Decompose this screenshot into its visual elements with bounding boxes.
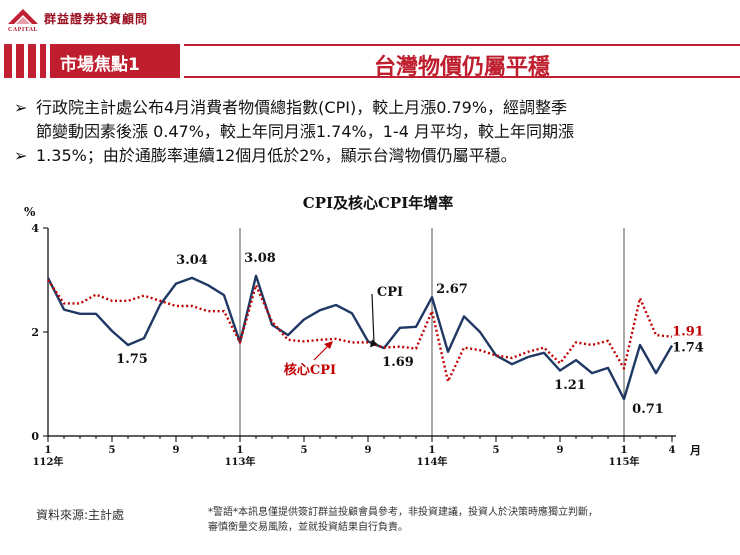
capital-logo-icon — [8, 9, 38, 24]
data-label: 3.04 — [176, 253, 208, 268]
section-tag — [50, 44, 180, 78]
x-tick-label: 5 — [109, 445, 116, 456]
brand-logo: CAPITAL 群益證券投資顧問 — [6, 6, 156, 36]
year-label: 113年 — [225, 455, 256, 468]
cpi-chart: CPI及核心CPI年增率 % 月 0 2 4 1 5 9 1 5 9 1 5 9 1 4 112年 113年 1… — [24, 194, 704, 468]
x-tick-label: 9 — [365, 445, 372, 456]
disclaimer-line: *警語*本訊息僅提供簽訂群益投顧會員參考，非投資建議，投資人於決策時應獨立判斷， — [208, 507, 598, 518]
brand-name: 群益證券投資顧問 — [44, 12, 149, 26]
x-axis-label: 月 — [689, 444, 701, 457]
x-tick-label: 1 — [237, 445, 244, 456]
disclaimer: *警語*本訊息僅提供簽訂群益投顧會員參考，非投資建議，投資人於決策時應獨立判斷，… — [208, 505, 598, 535]
x-tick-label: 4 — [669, 445, 676, 456]
data-label: 3.08 — [244, 251, 276, 266]
bullet-arrow-icon: ➢ — [14, 146, 28, 165]
legend-label-cpi: CPI — [377, 285, 403, 300]
header-bar: 市場焦點1 台灣物價仍屬平穩 — [0, 44, 740, 80]
data-label: 1.91 — [672, 325, 704, 340]
cpi-line — [46, 274, 674, 401]
year-label: 112年 — [33, 455, 64, 468]
year-label: 114年 — [417, 455, 448, 468]
bullet-text: 行政院主計處公布4月消費者物價總指數(CPI)，較上月漲0.79%，經調整季 — [36, 98, 568, 117]
brand-caption: CAPITAL — [8, 27, 39, 33]
y-tick-label: 0 — [31, 430, 39, 443]
header-stripe — [16, 44, 24, 78]
data-source: 資料來源:主計處 — [36, 508, 125, 522]
chart-marks — [46, 274, 674, 401]
data-label: 2.67 — [436, 282, 468, 297]
x-tick-label: 5 — [301, 445, 308, 456]
x-tick-label: 5 — [493, 445, 500, 456]
legend-arrow-cpi — [371, 293, 375, 344]
header-stripe — [4, 44, 12, 78]
x-tick-label: 1 — [429, 445, 436, 456]
x-tick-label: 1 — [45, 445, 52, 456]
summary-bullets: ➢ 行政院主計處公布4月消費者物價總指數(CPI)，較上月漲0.79%，經調整季… — [14, 96, 734, 168]
data-label: 0.71 — [632, 402, 664, 417]
chart-axes: 0 2 4 1 5 9 1 5 9 1 5 9 1 4 112年 113年 114年 115年 — [31, 222, 676, 468]
bullet-arrow-icon: ➢ — [14, 98, 28, 117]
chart-title: CPI及核心CPI年增率 — [303, 194, 453, 212]
data-label: 1.21 — [554, 378, 586, 393]
data-label: 1.74 — [672, 341, 704, 356]
bullet-item: ➢ 1.35%；由於通膨率連續12個月低於2%，顯示台灣物價仍屬平穩。 — [14, 144, 734, 168]
header-stripe — [40, 44, 46, 78]
x-tick-label: 1 — [621, 445, 628, 456]
x-tick-label: 9 — [173, 445, 180, 456]
section-tag-label: 市場焦點1 — [60, 55, 140, 75]
y-tick-label: 2 — [31, 326, 39, 339]
core-cpi-line — [47, 279, 673, 383]
chart-legend: CPI 核心CPI — [284, 285, 403, 378]
header-stripe — [28, 44, 36, 78]
bullet-continuation: 節變動因素後漲 0.47%，較上年同月漲1.74%，1-4 月平均，較上年同期漲 — [14, 120, 734, 144]
bullet-item: ➢ 行政院主計處公布4月消費者物價總指數(CPI)，較上月漲0.79%，經調整季 — [14, 96, 734, 120]
year-label: 115年 — [609, 455, 640, 468]
bullet-text: 節變動因素後漲 0.47%，較上年同月漲1.74%，1-4 月平均，較上年同期漲 — [36, 122, 574, 141]
legend-label-core-cpi: 核心CPI — [284, 362, 336, 378]
arrow-head-icon — [370, 339, 378, 348]
page-title: 台灣物價仍屬平穩 — [373, 55, 550, 80]
bullet-text: 1.35%；由於通膨率連續12個月低於2%，顯示台灣物價仍屬平穩。 — [36, 146, 517, 165]
disclaimer-line: 審慎衡量交易風險，並就投資結果自行負責。 — [208, 522, 408, 533]
title-bar: 台灣物價仍屬平穩 — [184, 44, 740, 80]
y-axis-label: % — [24, 205, 36, 219]
data-label: 1.69 — [382, 355, 414, 370]
arrow-head-icon — [324, 341, 333, 349]
x-tick-label: 9 — [557, 445, 564, 456]
y-tick-label: 4 — [31, 222, 39, 235]
chart-labels: 3.04 1.75 3.08 1.69 2.67 1.21 0.71 1.741.91 — [116, 251, 704, 417]
data-label: 1.75 — [116, 352, 148, 367]
